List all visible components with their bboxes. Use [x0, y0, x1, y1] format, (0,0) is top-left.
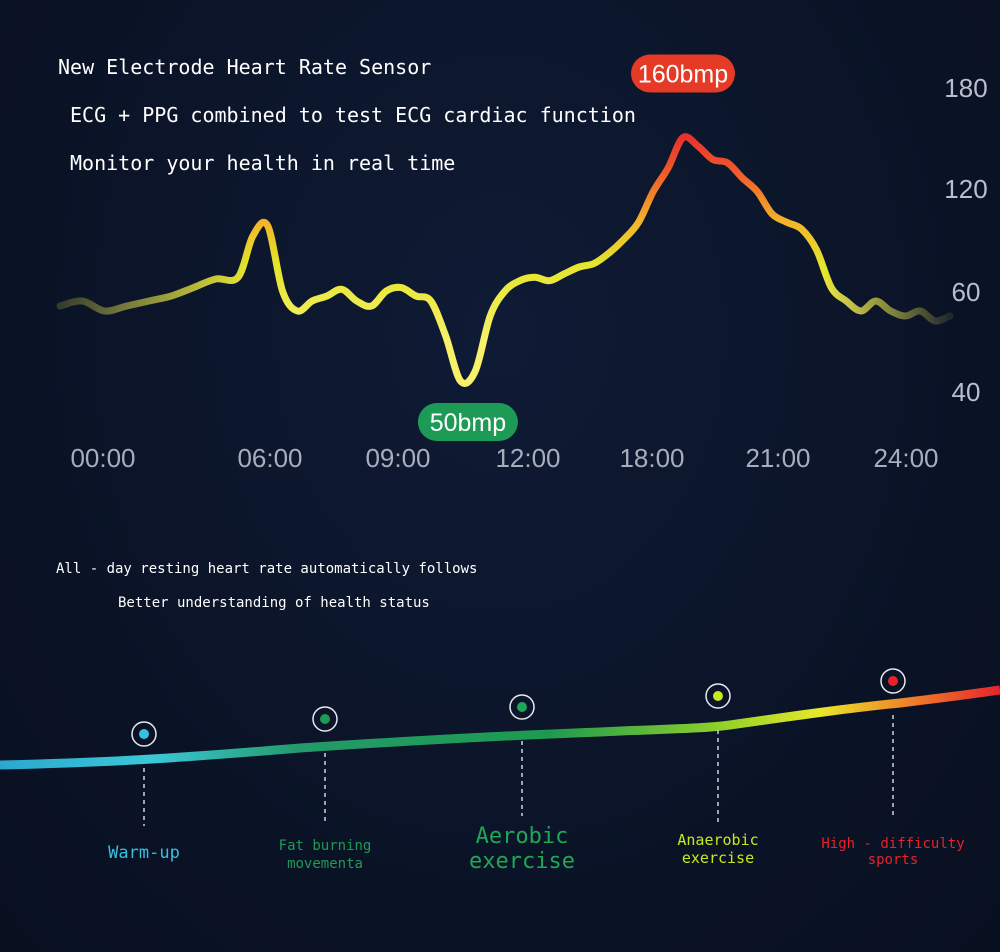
y-axis-ticks: 180 120 60 40: [944, 73, 987, 407]
zone-caption-line-1: All - day resting heart rate automatical…: [56, 561, 477, 577]
x-axis-ticks: 00:00 06:00 09:00 12:00 18:00 21:00 24:00: [70, 443, 938, 473]
annotation-label: 50bmp: [430, 409, 506, 437]
chart-annotations: 160bmp 50bmp: [417, 54, 735, 441]
header-line-2: ECG + PPG combined to test ECG cardiac f…: [70, 103, 636, 127]
y-tick-label: 120: [944, 174, 987, 204]
x-tick-label: 06:00: [237, 443, 302, 473]
x-tick-label: 09:00: [365, 443, 430, 473]
x-tick-label: 21:00: [745, 443, 810, 473]
zone-marker-dot: [320, 714, 330, 724]
zone-label: Warm-up: [108, 843, 180, 863]
zone-gradient-line: [0, 685, 1000, 770]
zone-caption-line-2: Better understanding of health status: [118, 595, 430, 611]
heart-rate-zones-chart: Warm-up Fat burning movementa Aerobic exerci…: [0, 668, 1000, 874]
y-tick-label: 60: [952, 277, 981, 307]
low-annotation: 50bmp: [417, 403, 518, 441]
header-line-3: Monitor your health in real time: [70, 151, 455, 175]
zone-marker-dot: [139, 729, 149, 739]
zone-marker: Fat burning movementa: [279, 706, 372, 872]
heart-rate-series-line: [56, 133, 954, 387]
zone-label: High - difficulty sports: [821, 836, 964, 868]
annotation-pill: [417, 403, 518, 441]
zone-marker-ring: [312, 706, 338, 732]
zone-marker-ring: [131, 721, 157, 747]
zone-marker: Aerobic exercise: [469, 694, 575, 874]
annotation-label: 160bmp: [638, 61, 728, 89]
zone-label: Anaerobic exercise: [677, 831, 758, 867]
zone-marker-dot: [888, 676, 898, 686]
y-tick-label: 40: [952, 377, 981, 407]
zone-marker-dot: [713, 691, 723, 701]
annotation-pill: [631, 54, 735, 93]
header-line-1: New Electrode Heart Rate Sensor: [58, 55, 431, 79]
y-tick-label: 180: [944, 73, 987, 103]
zone-marker: High - difficulty sports: [821, 668, 965, 868]
zone-label: Fat burning movementa: [279, 838, 372, 872]
x-tick-label: 18:00: [619, 443, 684, 473]
x-tick-label: 24:00: [873, 443, 938, 473]
zone-marker-ring: [705, 683, 731, 709]
zone-marker-ring: [509, 694, 535, 720]
zone-label: Aerobic exercise: [469, 824, 575, 874]
heart-rate-chart: 180 120 60 40 00:00 06:00 09:00 12:00 18:00 21:0…: [56, 54, 988, 473]
x-tick-label: 00:00: [70, 443, 135, 473]
zone-marker: Anaerobic exercise: [677, 683, 759, 867]
zone-marker-ring: [880, 668, 906, 694]
peak-annotation: 160bmp: [631, 54, 735, 93]
zone-marker-dot: [517, 702, 527, 712]
zone-marker: Warm-up: [108, 721, 180, 863]
x-tick-label: 12:00: [495, 443, 560, 473]
